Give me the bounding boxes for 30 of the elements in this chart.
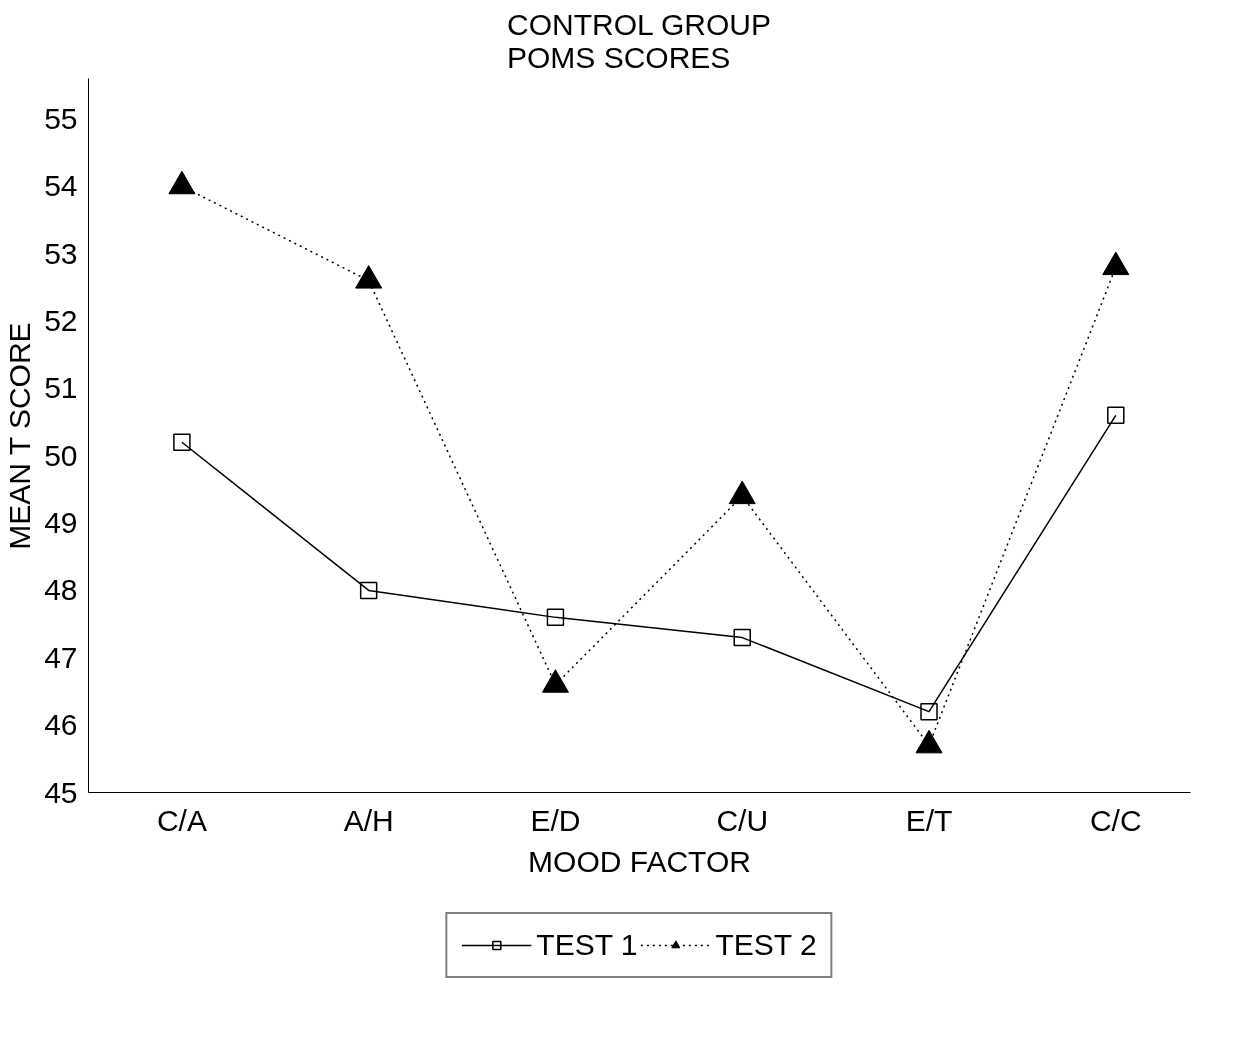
x-tick-label: E/T: [905, 803, 953, 837]
y-tick-label: 54: [44, 169, 78, 203]
y-tick-label: 48: [44, 573, 78, 607]
point: [168, 170, 196, 195]
legend-label: TEST 1: [536, 928, 638, 962]
x-tick-label: C/A: [156, 803, 207, 837]
y-tick-label: 53: [44, 236, 78, 270]
y-tick-label: 51: [44, 371, 78, 405]
x-tick-label: E/D: [530, 803, 581, 837]
point: [1102, 251, 1130, 276]
point: [173, 433, 191, 451]
point: [546, 608, 565, 627]
x-tick-label: A/H: [343, 803, 394, 837]
point: [359, 581, 378, 600]
point: [920, 702, 938, 721]
point: [355, 265, 383, 289]
y-tick-label: 45: [44, 775, 78, 809]
y-tick-label: 50: [44, 438, 78, 472]
y-tick-label: 49: [44, 506, 78, 540]
legend-label: TEST 2: [715, 928, 817, 962]
y-tick-label: 55: [44, 101, 78, 135]
y-axis-title: MEAN T SCORE: [3, 322, 37, 550]
x-axis-title: MOOD FACTOR: [528, 844, 751, 878]
x-tick-label: C/U: [716, 803, 769, 837]
y-tick-label: 47: [44, 640, 78, 674]
x-tick-label: C/C: [1089, 803, 1142, 837]
point: [733, 628, 751, 647]
y-tick-label: 46: [44, 708, 78, 742]
y-tick-label: 52: [44, 303, 78, 337]
chart-title: CONTROL GROUP POMS SCORES: [506, 7, 771, 74]
